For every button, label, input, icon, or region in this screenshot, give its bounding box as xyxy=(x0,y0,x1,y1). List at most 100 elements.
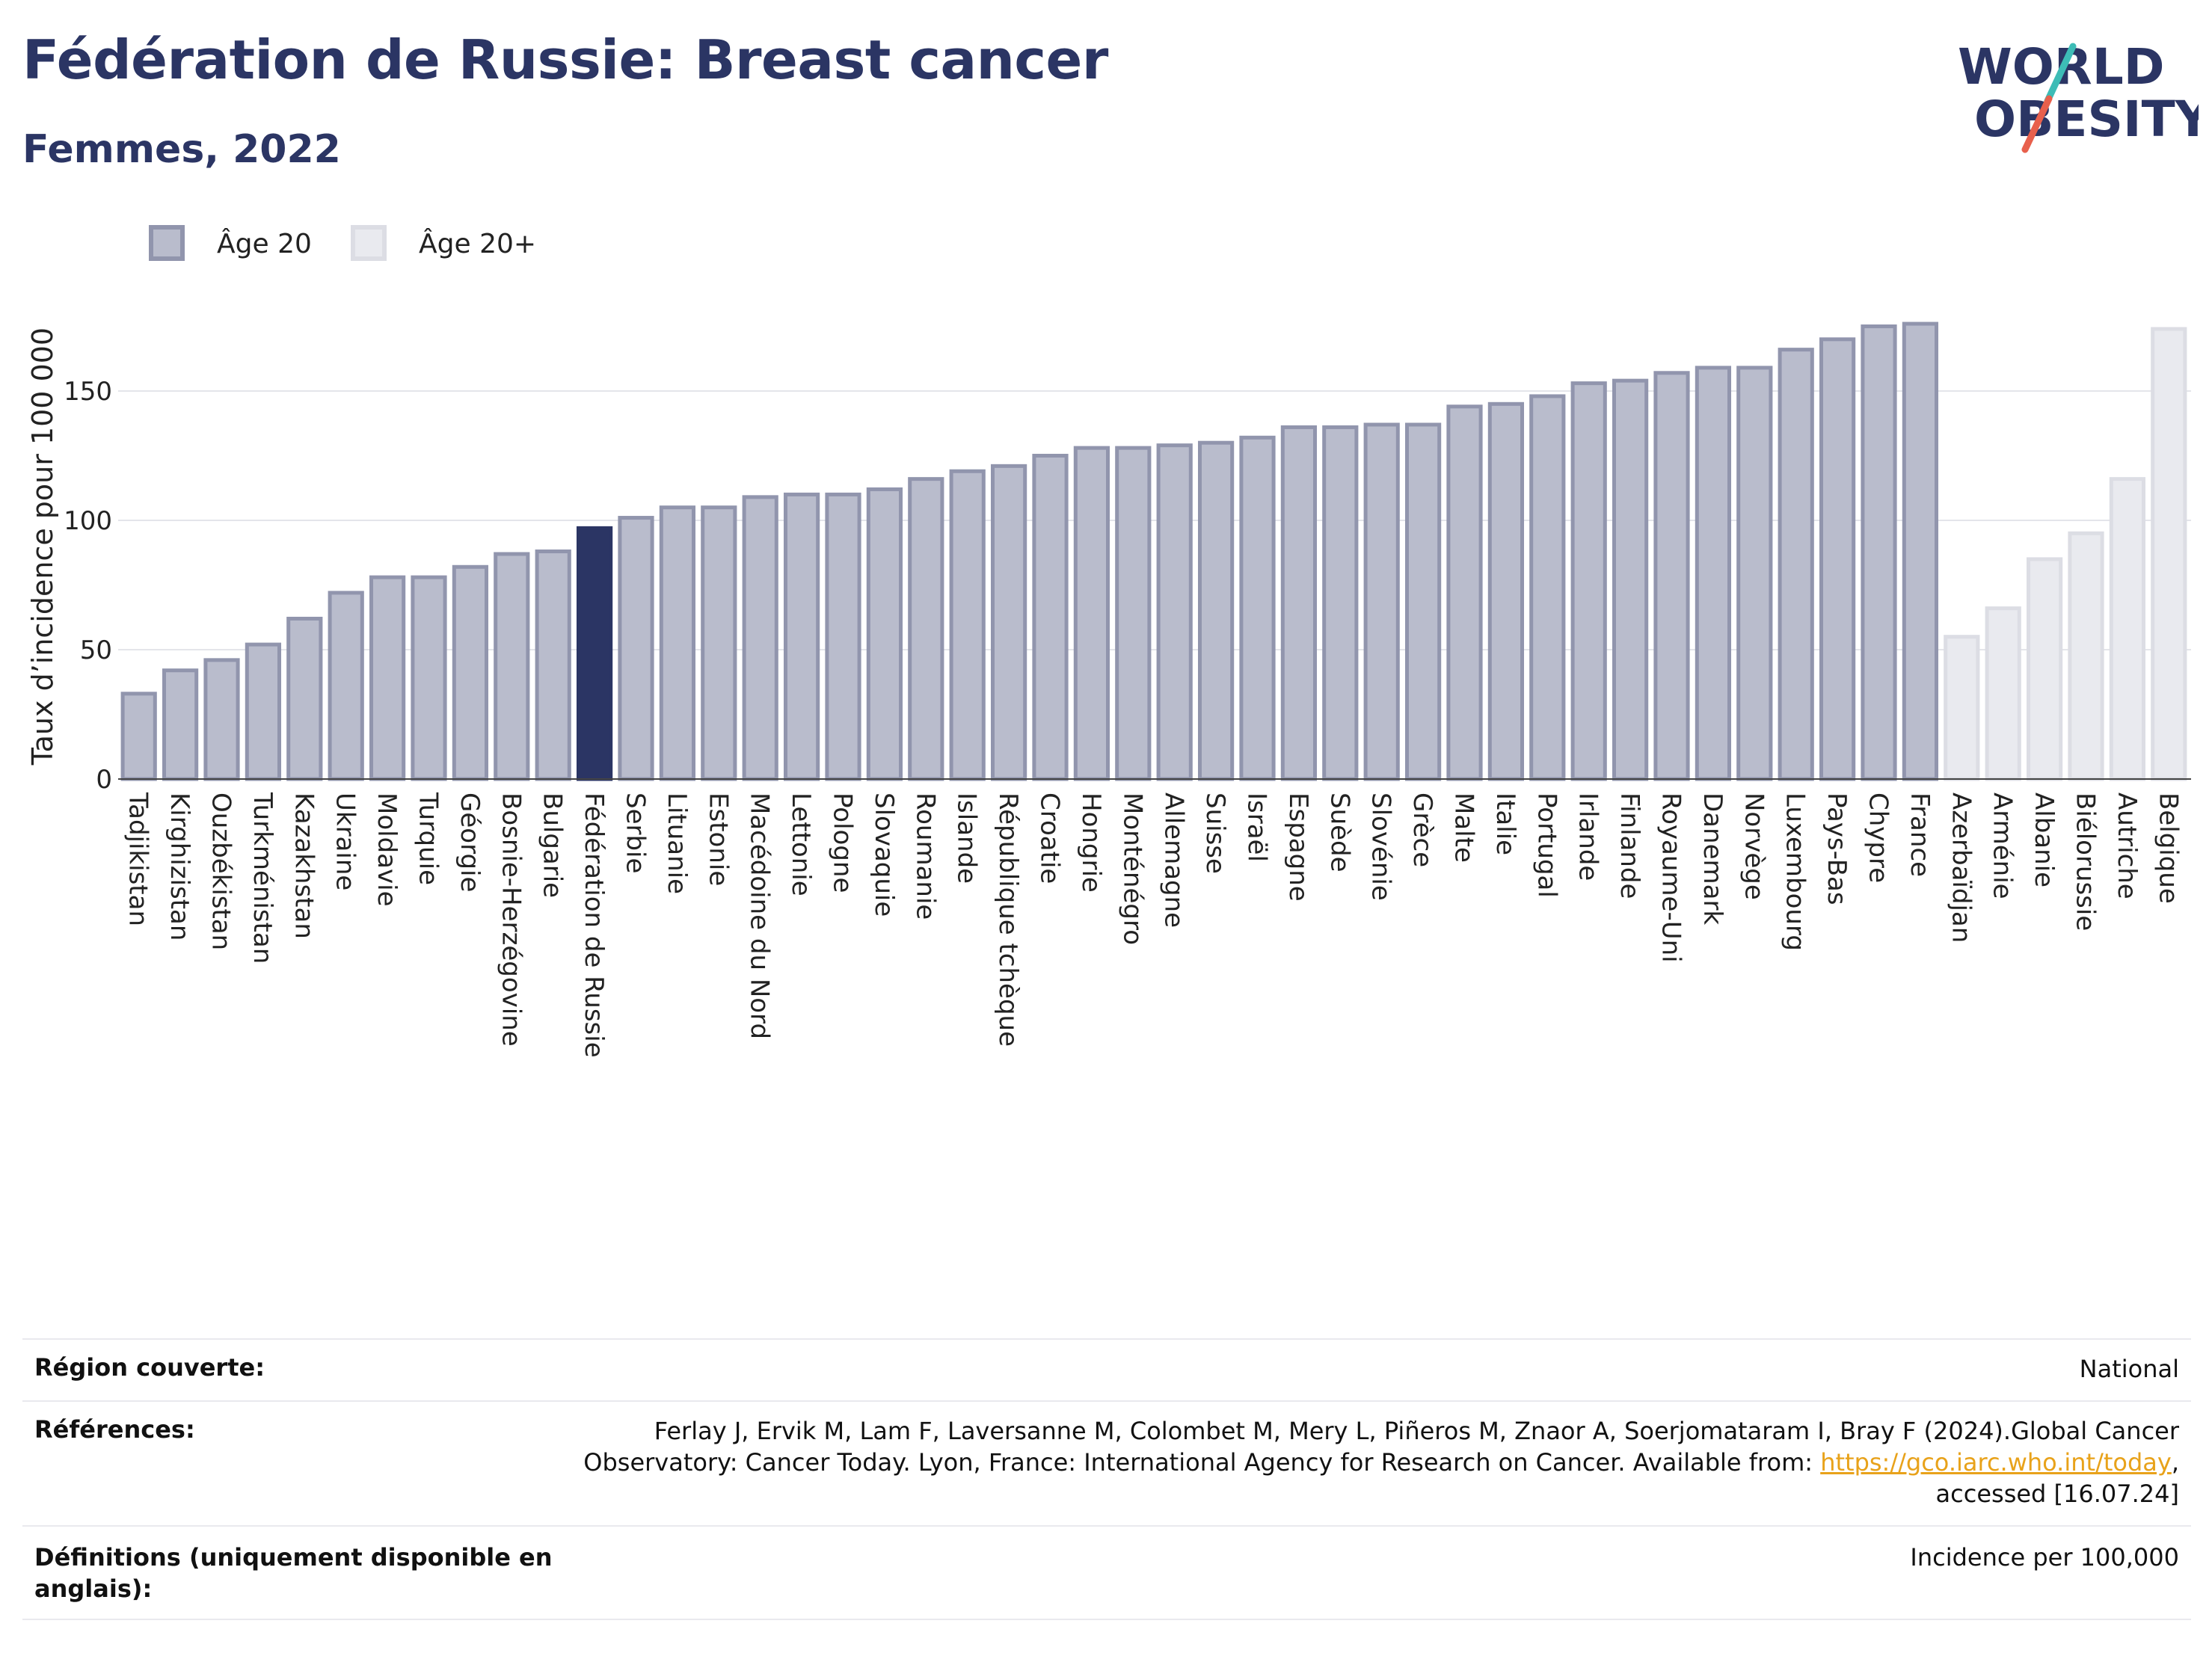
definitions-value: Incidence per 100,000 xyxy=(1910,1543,2179,1572)
bar xyxy=(1902,321,1939,781)
x-tick-label: Turkménistan xyxy=(248,792,277,964)
bar xyxy=(1404,422,1442,781)
bar xyxy=(203,658,240,781)
bar xyxy=(783,492,820,781)
references-line1: Ferlay J, Ervik M, Lam F, Laversanne M, … xyxy=(654,1417,2179,1445)
x-tick-label: Serbie xyxy=(621,792,651,873)
bar xyxy=(328,591,364,781)
legend-swatch xyxy=(351,225,387,261)
x-tick-label: Kazakhstan xyxy=(289,792,319,939)
bar xyxy=(120,692,157,781)
bar xyxy=(369,575,406,781)
bar xyxy=(1695,366,1732,781)
logo-text-obesity: OBESITY xyxy=(1974,90,2199,148)
bar xyxy=(452,564,489,781)
bar xyxy=(2026,557,2063,781)
bar xyxy=(1073,446,1110,781)
x-tick-label: Turquie xyxy=(414,792,443,885)
bar xyxy=(535,550,571,781)
definitions-label-line1: Définitions (uniquement disponible en xyxy=(34,1543,553,1572)
x-tick-label: Lituanie xyxy=(662,792,692,894)
x-tick-label: Kirghizistan xyxy=(165,792,194,941)
y-tick-label: 0 xyxy=(96,765,112,795)
footer-row-definitions: Définitions (uniquement disponible en an… xyxy=(22,1542,2191,1616)
x-tick-label: Hongrie xyxy=(1076,792,1106,893)
bar xyxy=(1819,337,1856,781)
bar xyxy=(162,668,199,781)
bar xyxy=(618,516,654,781)
chart-subtitle: Femmes, 2022 xyxy=(22,127,341,172)
references-line2: Observatory: Cancer Today. Lyon, France:… xyxy=(583,1447,2179,1478)
x-tick-label: Espagne xyxy=(1283,792,1313,902)
x-tick-label: Macédoine du Nord xyxy=(745,792,775,1039)
x-tick-label: Moldavie xyxy=(372,792,402,907)
references-link[interactable]: https://gco.iarc.who.int/today xyxy=(1820,1448,2172,1477)
bar xyxy=(1944,635,1980,781)
footer-divider xyxy=(22,1400,2191,1402)
footer-row-region: Région couverte: National xyxy=(22,1353,2191,1398)
logo-slash-red xyxy=(2021,95,2053,153)
bar xyxy=(1363,422,1400,781)
x-tick-label: Israël xyxy=(1242,792,1272,862)
bar xyxy=(866,487,903,781)
y-tick-label: 150 xyxy=(64,377,112,407)
bar xyxy=(1736,366,1773,781)
x-tick-label: Azerbaïdjan xyxy=(1946,792,1976,943)
bar xyxy=(1156,443,1193,781)
bar xyxy=(1529,394,1566,781)
logo-slash-teal xyxy=(2044,43,2077,105)
y-tick-label: 100 xyxy=(64,506,112,536)
x-tick-label: Bosnie-Herzégovine xyxy=(496,792,526,1047)
bar xyxy=(1197,440,1235,781)
bar xyxy=(576,526,613,781)
region-value: National xyxy=(2079,1355,2179,1383)
x-tick-label: France xyxy=(1905,792,1935,877)
legend-swatch xyxy=(149,225,185,261)
footer-divider xyxy=(22,1619,2191,1620)
x-tick-label: Tadjikistan xyxy=(123,792,153,926)
x-tick-label: Portugal xyxy=(1531,792,1561,898)
x-tick-label: Biélorussie xyxy=(2071,792,2101,931)
references-value: Ferlay J, Ervik M, Lam F, Laversanne M, … xyxy=(583,1415,2179,1509)
bar xyxy=(949,469,986,781)
x-tick-label: Finlande xyxy=(1615,792,1644,899)
x-tick-label: République tchèque xyxy=(993,792,1023,1047)
bar xyxy=(1778,348,1814,781)
legend-label: Âge 20 xyxy=(217,228,312,259)
x-tick-label: Albanie xyxy=(2029,792,2059,887)
chart-title: Fédération de Russie: Breast cancer xyxy=(22,28,1108,91)
x-tick-label: Ukraine xyxy=(331,792,360,890)
bar xyxy=(1446,404,1483,781)
bar xyxy=(659,505,696,781)
x-tick-label: Allemagne xyxy=(1159,792,1189,928)
bar xyxy=(245,642,282,781)
x-tick-label: Suède xyxy=(1324,792,1354,872)
bar xyxy=(825,492,861,781)
x-tick-label: Grèce xyxy=(1407,792,1437,867)
x-tick-label: Croatie xyxy=(1035,792,1065,884)
bar xyxy=(2151,327,2187,781)
x-tick-label: Chypre xyxy=(1864,792,1893,883)
x-tick-label: Malte xyxy=(1449,792,1479,863)
bar xyxy=(1570,381,1607,781)
region-label: Région couverte: xyxy=(34,1353,265,1382)
bar xyxy=(701,505,737,781)
y-tick-label: 50 xyxy=(80,635,112,665)
bar xyxy=(1280,425,1318,781)
bar xyxy=(2109,477,2146,781)
x-tick-label: Monténégro xyxy=(1117,792,1147,945)
bar xyxy=(1653,371,1690,781)
x-tick-label: Slovaquie xyxy=(869,792,899,917)
references-label: Références: xyxy=(34,1415,195,1444)
footer-divider xyxy=(22,1525,2191,1527)
bar xyxy=(1115,446,1152,781)
x-tick-label: Luxembourg xyxy=(1781,792,1810,951)
bar xyxy=(286,616,323,781)
bar xyxy=(1612,378,1649,781)
x-tick-label: Suisse xyxy=(1200,792,1230,874)
x-tick-label: Norvège xyxy=(1739,792,1769,900)
x-tick-label: Fédération de Russie xyxy=(579,792,609,1058)
definitions-label-line2: anglais): xyxy=(34,1575,153,1603)
references-line3: accessed [16.07.24] xyxy=(1935,1480,2179,1508)
